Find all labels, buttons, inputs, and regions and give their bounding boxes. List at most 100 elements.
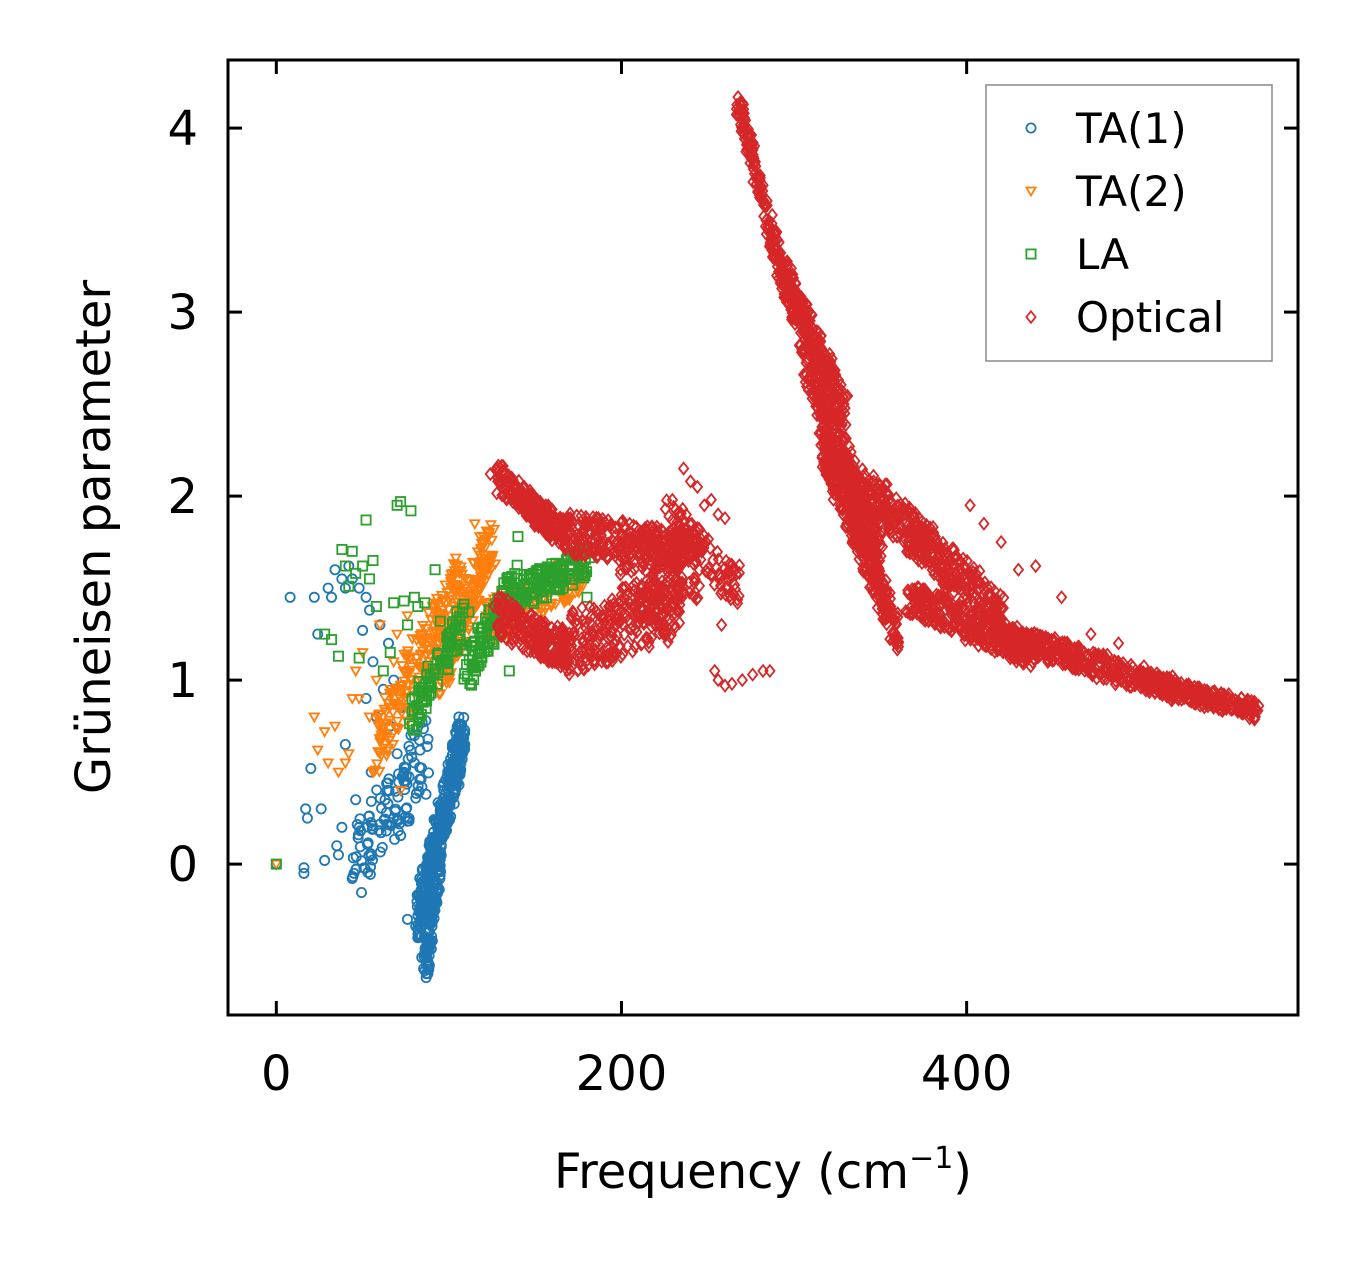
data-point-optical [795,345,808,360]
data-point-optical [721,579,734,594]
data-point-ta-2 [472,583,486,595]
data-point-optical [873,476,885,491]
data-point-optical [879,495,891,510]
data-point-optical [961,590,973,605]
data-point-ta-2 [468,519,481,531]
data-point-optical [856,462,869,477]
data-point-optical [632,587,644,603]
data-point-optical [777,278,789,293]
data-point-ta-1 [431,866,443,878]
data-point-optical [715,617,728,633]
data-point-ta-1 [367,656,379,668]
data-point-ta-2 [481,597,494,609]
data-point-optical [1029,558,1042,574]
data-point-ta-2 [404,652,417,664]
data-point-la [353,652,365,664]
data-point-optical [874,577,886,592]
data-point-ta-1 [421,740,433,752]
data-point-la [442,664,454,676]
data-point-optical [559,637,571,652]
data-point-ta-1 [417,863,429,875]
data-point-optical [550,632,562,647]
data-point-la [556,558,568,570]
data-point-optical [616,580,629,596]
data-point-la [427,663,439,675]
data-point-optical [792,288,805,303]
data-point-optical [566,604,579,619]
data-point-optical [569,546,582,562]
data-point-ta-2 [470,601,484,613]
data-point-optical [745,133,757,149]
data-point-optical [842,511,855,526]
data-point-ta-2 [373,620,387,632]
data-point-ta-2 [394,786,407,797]
data-point-optical [874,568,886,583]
data-point-ta-1 [427,899,439,911]
data-point-ta-1 [443,775,455,787]
data-point-optical [948,542,960,558]
data-point-optical [641,532,653,547]
data-point-optical [680,507,693,522]
data-point-la [339,560,351,572]
data-point-optical [586,532,598,547]
data-point-optical [995,534,1007,550]
data-point-ta-1 [365,795,377,807]
data-point-optical [649,592,661,608]
data-point-ta-1 [440,822,452,834]
data-point-la [532,569,544,581]
data-point-optical [795,319,808,334]
data-point-ta-1 [305,762,317,774]
data-point-optical [497,458,509,474]
data-point-optical [820,354,832,369]
data-point-ta-1 [438,829,450,841]
data-point-ta-2 [383,715,396,727]
data-point-optical [723,556,736,572]
data-point-ta-1 [451,722,463,734]
data-point-optical [646,539,659,555]
data-point-ta-2 [424,636,437,648]
data-point-la [360,514,372,526]
data-point-optical [708,577,721,592]
data-point-optical [635,577,648,593]
data-point-ta-2 [374,734,387,746]
data-point-optical [631,624,643,640]
data-point-optical [932,567,944,582]
data-point-optical [881,477,893,492]
data-point-optical [815,328,827,344]
data-point-la [579,570,591,582]
data-point-ta-1 [434,873,446,885]
data-point-ta-2 [390,723,404,735]
data-point-ta-2 [424,614,438,626]
data-point-optical [653,579,665,594]
data-point-optical [656,574,668,589]
data-point-optical [815,405,827,420]
data-point-optical [653,626,666,641]
data-point-la [476,621,488,633]
data-point-ta-1 [434,806,446,818]
data-point-ta-2 [378,693,391,704]
data-point-la [406,693,418,705]
data-point-optical [908,604,920,619]
data-point-la [336,543,348,555]
data-point-optical [915,519,928,535]
data-point-optical [921,526,933,542]
data-point-optical [492,602,505,617]
data-point-optical [572,529,585,544]
data-point-optical [787,271,799,286]
data-point-ta-1 [339,739,351,751]
data-point-optical [623,516,636,532]
data-point-optical [588,546,600,561]
data-point-ta-1 [401,913,413,925]
data-point-ta-2 [558,595,571,607]
data-point-optical [722,572,734,587]
data-point-optical [577,635,589,650]
data-point-optical [816,388,829,403]
data-point-optical [521,644,533,659]
data-point-optical [529,505,542,521]
data-point-optical [496,618,509,634]
data-point-optical [597,537,610,552]
data-point-optical [858,539,870,554]
data-point-ta-2 [437,595,450,607]
data-point-optical [640,586,653,601]
data-point-optical [526,607,538,622]
